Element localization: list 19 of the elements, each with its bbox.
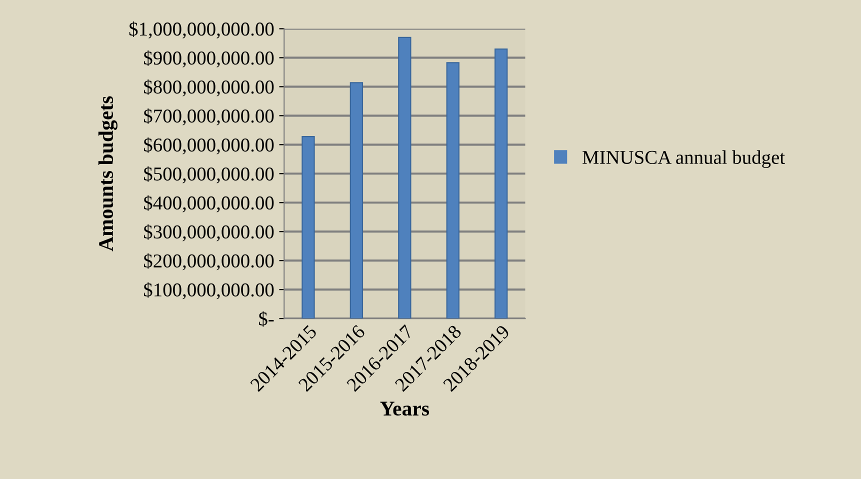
y-tick-label: $300,000,000.00 bbox=[144, 224, 274, 242]
bar bbox=[398, 36, 412, 319]
y-tick-label: $500,000,000.00 bbox=[144, 166, 274, 184]
bar bbox=[350, 82, 364, 319]
y-tick-label: $1,000,000,000.00 bbox=[129, 21, 274, 38]
y-tick-label: $900,000,000.00 bbox=[144, 50, 274, 68]
bar bbox=[302, 136, 315, 319]
y-tick-label: $200,000,000.00 bbox=[144, 253, 274, 270]
legend-label: MINUSCA annual budget bbox=[582, 150, 785, 168]
y-tick-label: $800,000,000.00 bbox=[144, 79, 274, 96]
y-axis-title: Amounts budgets bbox=[98, 96, 118, 252]
y-tick-label: $700,000,000.00 bbox=[144, 108, 274, 126]
y-tick-label: $- bbox=[259, 311, 274, 327]
y-tick-label: $100,000,000.00 bbox=[144, 282, 274, 300]
y-tick-label: $600,000,000.00 bbox=[144, 137, 274, 154]
x-axis-title: Years bbox=[380, 402, 430, 416]
bar bbox=[494, 48, 508, 319]
y-tick-label: $400,000,000.00 bbox=[144, 195, 274, 212]
bar bbox=[446, 62, 460, 319]
